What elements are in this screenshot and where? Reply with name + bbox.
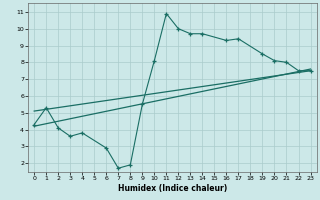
X-axis label: Humidex (Indice chaleur): Humidex (Indice chaleur)	[118, 184, 227, 193]
